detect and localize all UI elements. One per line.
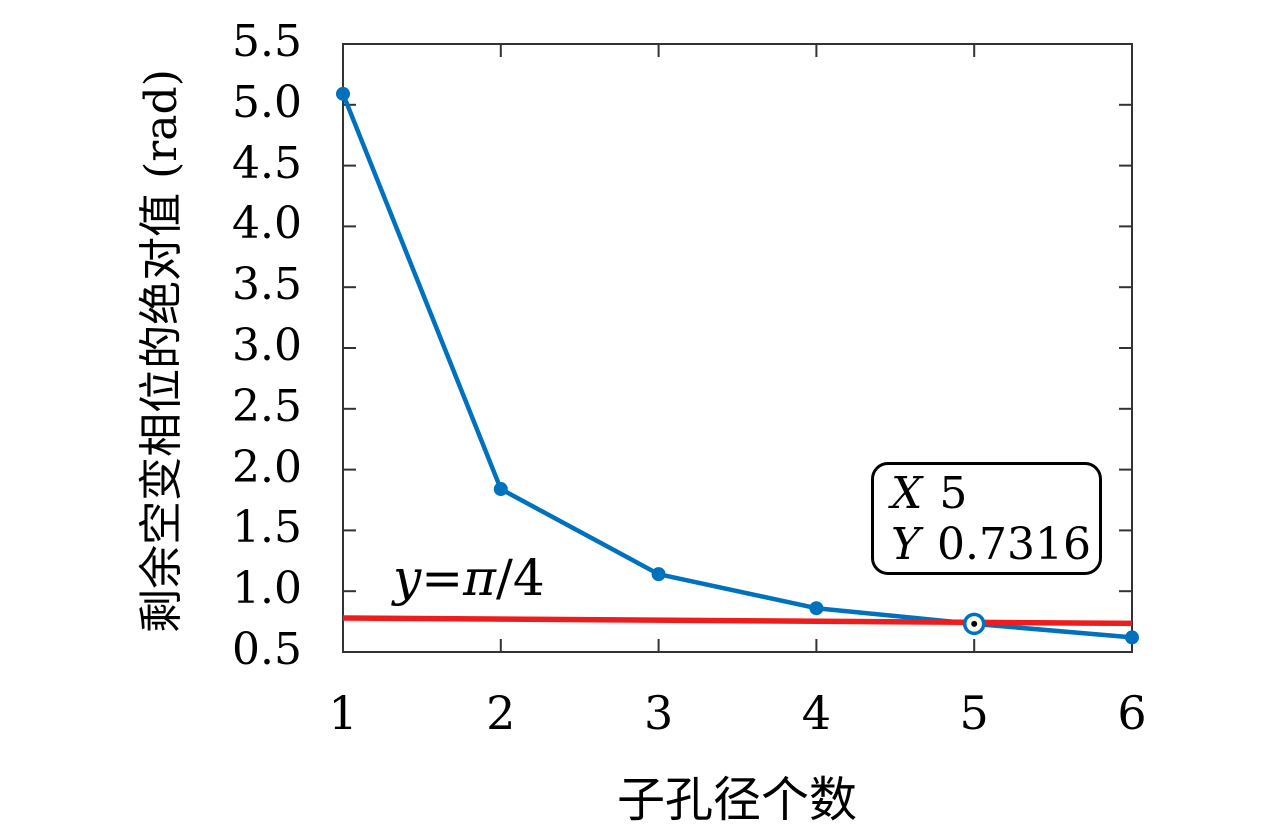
annotation-y: y: [393, 549, 422, 607]
datatip-x-value: 5: [939, 468, 968, 519]
x-axis-label: 子孔径个数: [616, 772, 857, 828]
y-tick-label: 4.5: [232, 137, 302, 189]
y-tick-label: 4.0: [232, 198, 302, 250]
data-point-marker[interactable]: [336, 86, 350, 101]
data-point-marker[interactable]: [651, 567, 666, 582]
datatip-y-value: 0.7316: [937, 519, 1092, 570]
annotation-equals: =: [421, 549, 464, 607]
data-line: [340, 93, 1133, 640]
reference-line: [342, 615, 1133, 627]
y-tick-label: 2.5: [232, 380, 302, 432]
data-point-marker[interactable]: [1125, 630, 1139, 645]
datatip-y-label: Y: [891, 519, 921, 570]
datatip-y-row: Y 0.7316: [891, 519, 1099, 570]
x-tick-label: 2: [486, 686, 516, 740]
y-tick-label: 5.0: [232, 76, 302, 128]
y-tick-label: 2.0: [232, 441, 302, 493]
data-point-marker[interactable]: [809, 601, 824, 616]
y-tick-label: 1.5: [232, 502, 302, 554]
y-axis-label: 剩余空变相位的绝对值 (rad): [136, 69, 187, 633]
x-tick-label: 4: [801, 686, 832, 740]
ref-line-annotation: y=π/4: [393, 553, 545, 603]
y-tick-label: 0.5: [232, 623, 302, 675]
annotation-pi: π: [463, 549, 497, 607]
y-tick-label: 3.5: [232, 259, 302, 311]
x-tick-label: 1: [328, 686, 358, 740]
datatip-center-dot: [971, 620, 978, 627]
y-tick-label: 1.0: [232, 563, 302, 615]
x-tick-label: 5: [959, 686, 989, 740]
data-point-marker[interactable]: [493, 482, 508, 497]
annotation-slash-four: /4: [496, 549, 545, 607]
x-tick-label: 6: [1117, 686, 1147, 740]
datatip-x-label: X: [891, 468, 923, 519]
y-tick-label: 5.5: [232, 15, 302, 67]
y-tick-label: 3.0: [232, 319, 302, 371]
x-tick-label: 3: [643, 686, 674, 740]
